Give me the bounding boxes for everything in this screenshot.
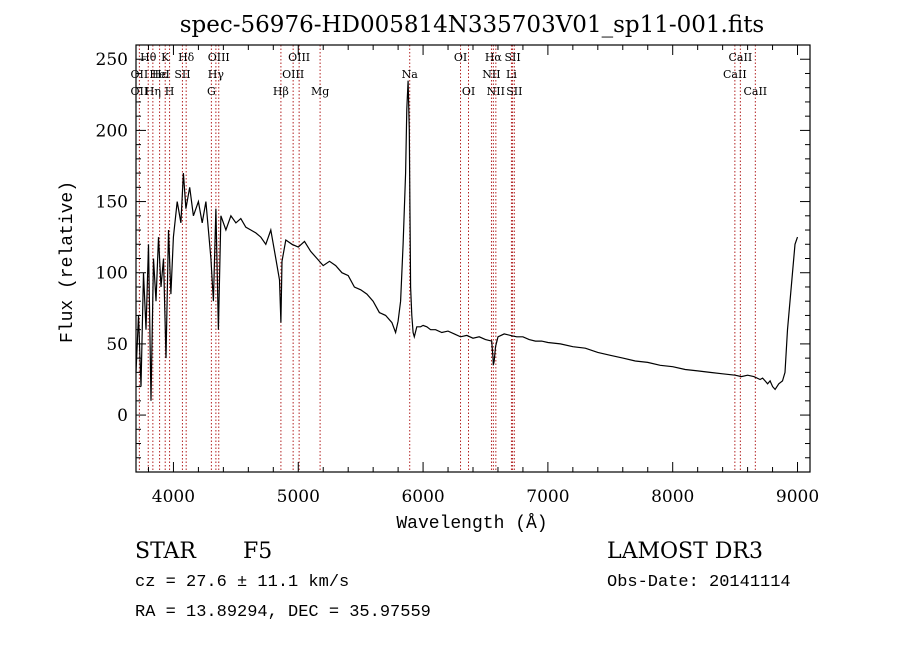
x-tick-label: 9000: [776, 487, 819, 507]
line-label: SII: [506, 85, 522, 98]
survey-name: LAMOST DR3: [607, 539, 763, 564]
line-label: CaII: [723, 68, 747, 81]
x-tick-label: 7000: [526, 487, 569, 507]
emission-line-markers: [138, 45, 756, 472]
line-label: HeI: [149, 68, 169, 81]
line-label: NII: [482, 68, 500, 81]
y-tick-label: 150: [96, 193, 128, 213]
line-label: NII: [487, 85, 505, 98]
redshift-cz: cz = 27.6 ± 11.1 km/s: [135, 573, 350, 592]
line-label: Hε: [152, 68, 168, 81]
flux-series-line: [135, 80, 799, 401]
y-tick-label: 250: [96, 50, 128, 70]
line-label: Mg: [311, 85, 329, 98]
line-label: Hθ: [140, 51, 157, 64]
x-tick-label: 5000: [277, 487, 320, 507]
coordinates: RA = 13.89294, DEC = 35.97559: [135, 603, 431, 622]
y-tick-label: 100: [96, 264, 128, 284]
line-label: H: [165, 85, 175, 98]
object-type: STAR: [135, 539, 196, 564]
axis-ticks: 4000 5000 6000 7000 8000 9000 0 50 100 150 200 250: [96, 44, 819, 507]
y-axis-title: Flux (relative): [58, 181, 78, 343]
chart-title: spec-56976-HD005814N335703V01_sp11-001.f…: [180, 12, 765, 38]
plot-frame: [135, 44, 811, 473]
line-label: Hα: [485, 51, 503, 64]
y-tick-label: 0: [117, 406, 128, 426]
line-label: OI: [462, 85, 475, 98]
y-tick-label: 50: [106, 335, 128, 355]
line-label: SII: [174, 68, 190, 81]
object-subclass: F5: [243, 539, 273, 564]
x-axis-title: Wavelength (Å): [396, 513, 547, 534]
line-label: OI: [454, 51, 467, 64]
line-label: OIII: [282, 68, 304, 81]
line-label: Hβ: [273, 85, 289, 98]
x-tick-label: 8000: [651, 487, 694, 507]
line-label: CaII: [743, 85, 767, 98]
line-label: SII: [504, 51, 520, 64]
line-label: G: [207, 85, 216, 98]
line-label: OII: [131, 85, 149, 98]
line-label: Hδ: [178, 51, 195, 64]
y-tick-label: 200: [96, 121, 128, 141]
x-tick-label: 4000: [152, 487, 195, 507]
line-label: Li: [506, 68, 517, 81]
line-label: Hγ: [208, 68, 225, 81]
x-tick-label: 6000: [401, 487, 444, 507]
line-label: OIII: [208, 51, 230, 64]
line-label: OIII: [288, 51, 310, 64]
observation-date: Obs-Date: 20141114: [607, 573, 791, 592]
line-label: OII: [131, 68, 149, 81]
line-label: CaII: [729, 51, 753, 64]
line-label: Hη: [145, 85, 161, 98]
line-label: K: [161, 51, 170, 64]
line-label: Na: [402, 68, 419, 81]
